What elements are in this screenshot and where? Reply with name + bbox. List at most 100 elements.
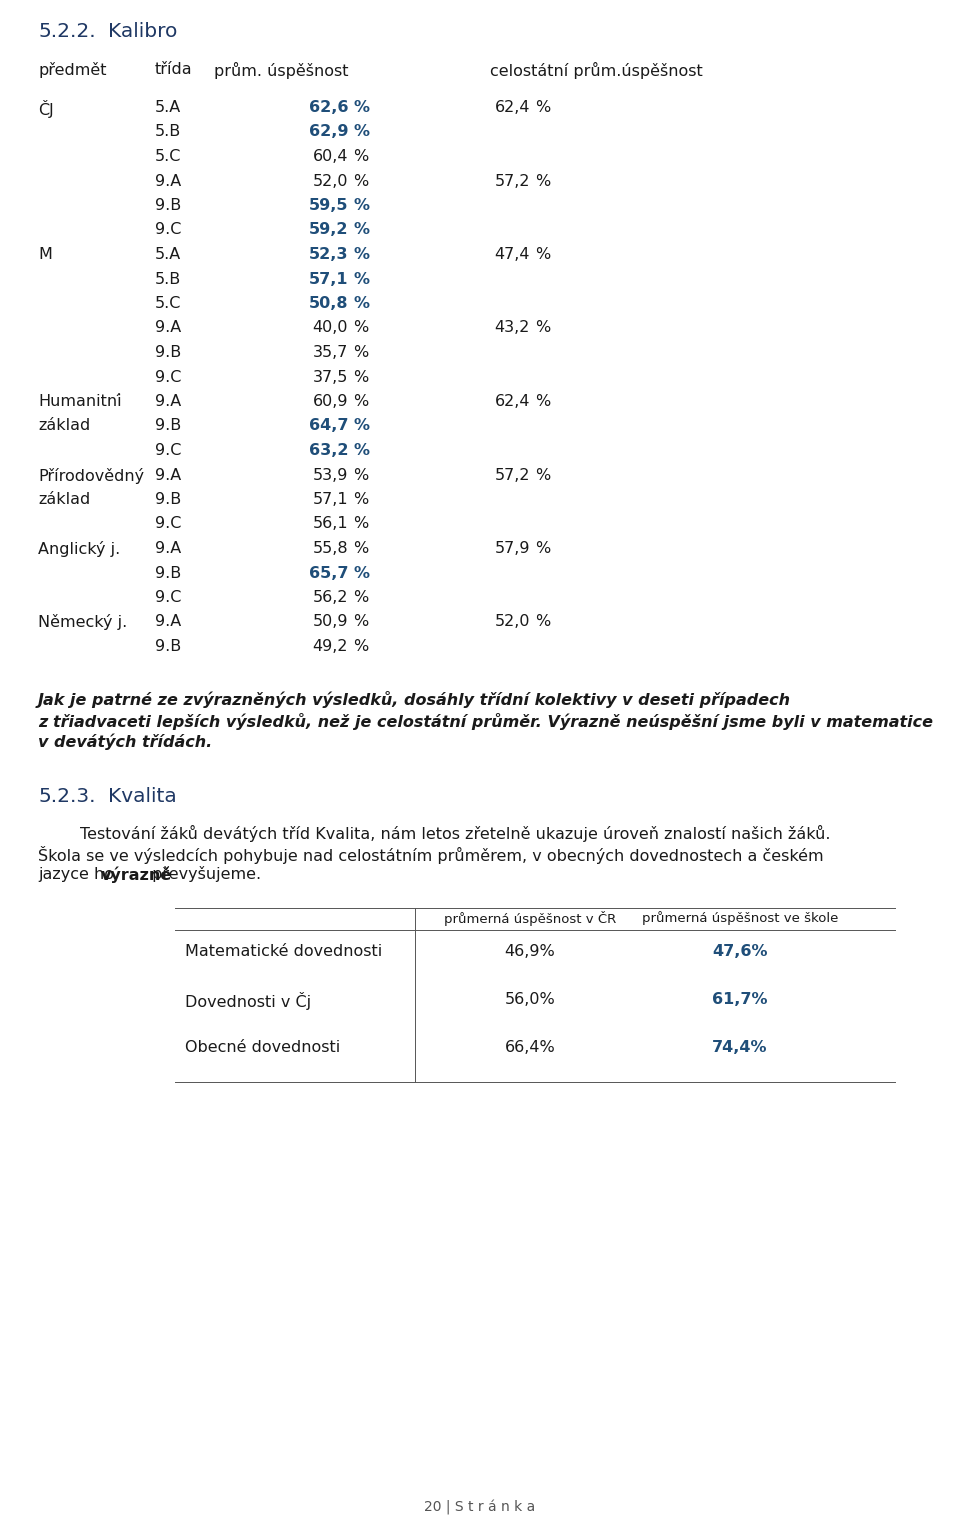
Text: Anglický j.: Anglický j. (38, 541, 120, 556)
Text: 55,8: 55,8 (312, 541, 348, 556)
Text: základ: základ (38, 493, 90, 506)
Text: 40,0: 40,0 (313, 320, 348, 335)
Text: %: % (535, 614, 550, 629)
Text: 9.B: 9.B (155, 640, 181, 653)
Text: 9.A: 9.A (155, 467, 181, 482)
Text: celostátní prům.úspěšnost: celostátní prům.úspěšnost (490, 62, 703, 79)
Text: %: % (535, 541, 550, 556)
Text: %: % (353, 223, 369, 238)
Text: Matematické dovednosti: Matematické dovednosti (185, 944, 382, 960)
Text: %: % (353, 173, 369, 188)
Text: %: % (535, 394, 550, 409)
Text: %: % (353, 565, 369, 581)
Text: 9.C: 9.C (155, 370, 181, 385)
Text: %: % (353, 467, 369, 482)
Text: 35,7: 35,7 (313, 346, 348, 359)
Text: 9.B: 9.B (155, 493, 181, 506)
Text: výrazně: výrazně (101, 867, 172, 882)
Text: %: % (353, 590, 369, 605)
Text: 5.2.2.: 5.2.2. (38, 23, 96, 41)
Text: %: % (353, 541, 369, 556)
Text: %: % (353, 124, 369, 139)
Text: %: % (353, 443, 369, 458)
Text: 5.2.3.: 5.2.3. (38, 787, 95, 805)
Text: Humanitní: Humanitní (38, 394, 122, 409)
Text: 59,5: 59,5 (308, 199, 348, 214)
Text: 9.B: 9.B (155, 565, 181, 581)
Text: %: % (353, 517, 369, 532)
Text: 5.C: 5.C (155, 149, 181, 164)
Text: 43,2: 43,2 (494, 320, 530, 335)
Text: 60,4: 60,4 (313, 149, 348, 164)
Text: %: % (353, 100, 369, 115)
Text: třída: třída (155, 62, 193, 77)
Text: 57,9: 57,9 (494, 541, 530, 556)
Text: 62,9: 62,9 (308, 124, 348, 139)
Text: 56,0%: 56,0% (505, 993, 556, 1008)
Text: 9.A: 9.A (155, 541, 181, 556)
Text: 9.A: 9.A (155, 394, 181, 409)
Text: %: % (353, 271, 369, 287)
Text: 9.C: 9.C (155, 590, 181, 605)
Text: 56,1: 56,1 (312, 517, 348, 532)
Text: 9.B: 9.B (155, 346, 181, 359)
Text: 5.B: 5.B (155, 271, 181, 287)
Text: Přírodovědný: Přírodovědný (38, 467, 144, 484)
Text: 5.A: 5.A (155, 247, 181, 262)
Text: Škola se ve výsledcích pohybuje nad celostátním průměrem, v obecných dovednostec: Škola se ve výsledcích pohybuje nad celo… (38, 846, 824, 864)
Text: %: % (535, 100, 550, 115)
Text: z třiadvaceti lepších výsledků, než je celostátní průměr. Výrazně neúspěšní jsme: z třiadvaceti lepších výsledků, než je c… (38, 713, 933, 729)
Text: Testování žáků devátých tříd Kvalita, nám letos zřetelně ukazuje úroveň znalostí: Testování žáků devátých tříd Kvalita, ná… (80, 825, 830, 841)
Text: %: % (353, 370, 369, 385)
Text: Jak je patrné ze zvýrazněných výsledků, dosáhly třídní kolektivy v deseti případ: Jak je patrné ze zvýrazněných výsledků, … (38, 691, 791, 708)
Text: 57,1: 57,1 (312, 493, 348, 506)
Text: prům. úspěšnost: prům. úspěšnost (213, 62, 348, 79)
Text: 37,5: 37,5 (313, 370, 348, 385)
Text: 9.A: 9.A (155, 173, 181, 188)
Text: 52,0: 52,0 (313, 173, 348, 188)
Text: 49,2: 49,2 (313, 640, 348, 653)
Text: 60,9: 60,9 (313, 394, 348, 409)
Text: 9.A: 9.A (155, 614, 181, 629)
Text: 47,6%: 47,6% (712, 944, 768, 960)
Text: 57,2: 57,2 (494, 467, 530, 482)
Text: Obecné dovednosti: Obecné dovednosti (185, 1040, 340, 1055)
Text: 57,1: 57,1 (308, 271, 348, 287)
Text: 66,4%: 66,4% (505, 1040, 556, 1055)
Text: 5.C: 5.C (155, 296, 181, 311)
Text: 64,7: 64,7 (308, 418, 348, 434)
Text: Dovednosti v Čj: Dovednosti v Čj (185, 993, 311, 1011)
Text: %: % (353, 199, 369, 214)
Text: 9.B: 9.B (155, 199, 181, 214)
Text: %: % (353, 640, 369, 653)
Text: 65,7: 65,7 (308, 565, 348, 581)
Text: 5.A: 5.A (155, 100, 181, 115)
Text: 50,9: 50,9 (313, 614, 348, 629)
Text: %: % (353, 149, 369, 164)
Text: 61,7%: 61,7% (712, 993, 768, 1008)
Text: v devátých třídách.: v devátých třídách. (38, 734, 212, 750)
Text: Kvalita: Kvalita (108, 787, 177, 805)
Text: 5.B: 5.B (155, 124, 181, 139)
Text: 9.C: 9.C (155, 517, 181, 532)
Text: %: % (353, 320, 369, 335)
Text: Německý j.: Německý j. (38, 614, 128, 631)
Text: průmerná úspěšnost v ČR: průmerná úspěšnost v ČR (444, 911, 616, 926)
Text: 57,2: 57,2 (494, 173, 530, 188)
Text: %: % (353, 296, 369, 311)
Text: 59,2: 59,2 (308, 223, 348, 238)
Text: 9.A: 9.A (155, 320, 181, 335)
Text: 62,4: 62,4 (494, 100, 530, 115)
Text: jazyce ho: jazyce ho (38, 867, 119, 881)
Text: %: % (535, 247, 550, 262)
Text: 52,3: 52,3 (308, 247, 348, 262)
Text: 9.C: 9.C (155, 443, 181, 458)
Text: převyšujeme.: převyšujeme. (147, 867, 261, 882)
Text: %: % (353, 346, 369, 359)
Text: předmět: předmět (38, 62, 107, 77)
Text: %: % (353, 394, 369, 409)
Text: 63,2: 63,2 (308, 443, 348, 458)
Text: %: % (535, 320, 550, 335)
Text: průmerná úspěšnost ve škole: průmerná úspěšnost ve škole (642, 911, 838, 925)
Text: %: % (353, 614, 369, 629)
